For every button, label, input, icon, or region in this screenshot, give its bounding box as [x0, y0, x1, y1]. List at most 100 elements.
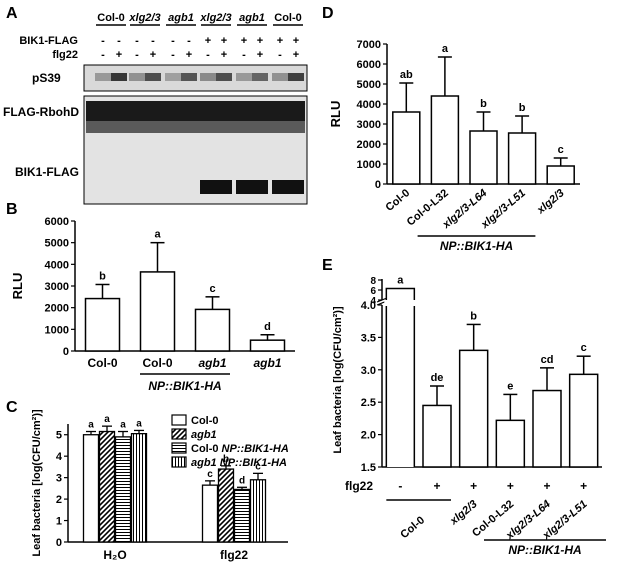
y-tick-label: 6000 [45, 216, 69, 228]
flg22-sign: + [543, 479, 550, 493]
legend-label-part: agb1 [191, 457, 217, 469]
sign: + [277, 35, 283, 47]
ps39-band [111, 73, 127, 81]
y-tick-label: 0 [375, 179, 381, 191]
band-rbohd [86, 101, 305, 121]
sig-letter: d [264, 321, 271, 333]
ps39-bands [95, 73, 304, 81]
bar [430, 95, 460, 185]
category-label: Col-0 [143, 356, 173, 370]
y-tick-label: 5000 [357, 79, 381, 91]
y-tick-label: 2000 [357, 139, 381, 151]
y-axis-label: Leaf bacteria [log(CFU/cm²)] [31, 409, 43, 557]
y-tick-label: 4000 [357, 99, 381, 111]
flg22-sign: + [507, 479, 514, 493]
legend-swatch [171, 442, 187, 454]
bar [98, 430, 116, 543]
y-tick-label: 0 [63, 346, 69, 358]
y-axis-label: Leaf bacteria [log(CFU/cm²)] [332, 306, 344, 454]
sig-letter: e [507, 380, 513, 392]
sign: + [257, 35, 263, 47]
bottom-label: Col-0 [398, 514, 427, 541]
panel-letter-d: D [322, 5, 334, 22]
sign: + [205, 35, 211, 47]
sign: - [101, 35, 105, 47]
genotype-label: agb1 [239, 12, 265, 24]
y-tick-label: 2000 [45, 303, 69, 315]
y-tick-label: 3000 [45, 281, 69, 293]
sign: + [293, 35, 299, 47]
sign: + [221, 49, 227, 61]
legend-label: agb1 NP::BIK1-HA [191, 457, 287, 469]
sign: - [171, 49, 175, 61]
blot-label-bik1-flag: BIK1-FLAG [15, 165, 79, 179]
sig-letter: c [581, 342, 587, 354]
bar [139, 271, 176, 352]
y-tick-label: 5 [56, 430, 62, 442]
genotype-label: xlg2/3 [199, 12, 231, 24]
y-axis-label: RLU [10, 273, 25, 300]
bar [82, 434, 100, 543]
y-tick-label: 2 [56, 494, 62, 506]
sign: + [293, 49, 299, 61]
legend-label: Col-0 NP::BIK1-HA [191, 443, 289, 455]
bik1-band [236, 180, 252, 194]
panel-c: C 0 1 2 3 4 5 Leaf bacteria [log(CFU/cm²)] a c a b… [6, 399, 289, 562]
sign: - [135, 49, 139, 61]
panel-letter-c: C [6, 399, 18, 416]
bar [532, 389, 562, 468]
sig-letter: c [207, 469, 213, 480]
group-label: NP::BIK1-HA [440, 239, 513, 253]
sig-letter: b [99, 270, 106, 282]
y-tick-label: 8 [370, 276, 376, 287]
ps39-band [129, 73, 145, 81]
legend-swatch [171, 456, 187, 468]
ps39-band [252, 73, 268, 81]
category-label: Col-0 [88, 356, 118, 370]
legend-label: agb1 [191, 429, 217, 441]
bar [249, 479, 267, 543]
bik1-band [216, 180, 232, 194]
y-tick-label: 4.0 [361, 300, 376, 312]
band-rbohd-smear [86, 121, 305, 133]
sig-letter: a [136, 418, 142, 429]
y-tick-label: 0 [56, 537, 62, 549]
y-tick-label: 6000 [357, 59, 381, 71]
bar [194, 308, 231, 352]
y-tick-label: 1000 [45, 324, 69, 336]
bar-break-gap [384, 300, 417, 306]
bar [568, 373, 599, 468]
ps39-band [288, 73, 304, 81]
sign: - [101, 49, 105, 61]
bik1-bands [200, 180, 304, 194]
flg22-sign: + [433, 479, 440, 493]
row-label: flg22 [52, 49, 78, 61]
flg22-sign: + [580, 479, 587, 493]
y-tick-label: 1 [56, 516, 62, 528]
legend-label-part: Col-0 [191, 443, 219, 455]
bar [84, 297, 121, 352]
legend-label-part: Col-0 [191, 415, 219, 427]
bik1-band [200, 180, 216, 194]
sign: - [242, 49, 246, 61]
sig-letter: a [104, 414, 110, 425]
ps39-band [236, 73, 252, 81]
genotype-label: Col-0 [274, 12, 302, 24]
legend-label-part: NP::BIK1-HA [219, 443, 289, 455]
sign: - [206, 49, 210, 61]
legend-swatch [171, 414, 187, 426]
sign: - [135, 35, 139, 47]
panel-letter-e: E [322, 257, 333, 274]
group-label: NP::BIK1-HA [508, 543, 581, 557]
sig-letter: c [255, 461, 261, 472]
sign: + [150, 49, 156, 61]
flg22-sign: - [398, 479, 402, 493]
sign: - [171, 35, 175, 47]
sign: + [241, 35, 247, 47]
sig-letter: a [397, 275, 404, 287]
y-tick-label: 1.5 [361, 462, 376, 474]
legend-label-part: agb1 [191, 429, 217, 441]
bar [201, 484, 219, 543]
row-label-flg22: flg22 [345, 479, 373, 493]
bar [114, 436, 132, 543]
